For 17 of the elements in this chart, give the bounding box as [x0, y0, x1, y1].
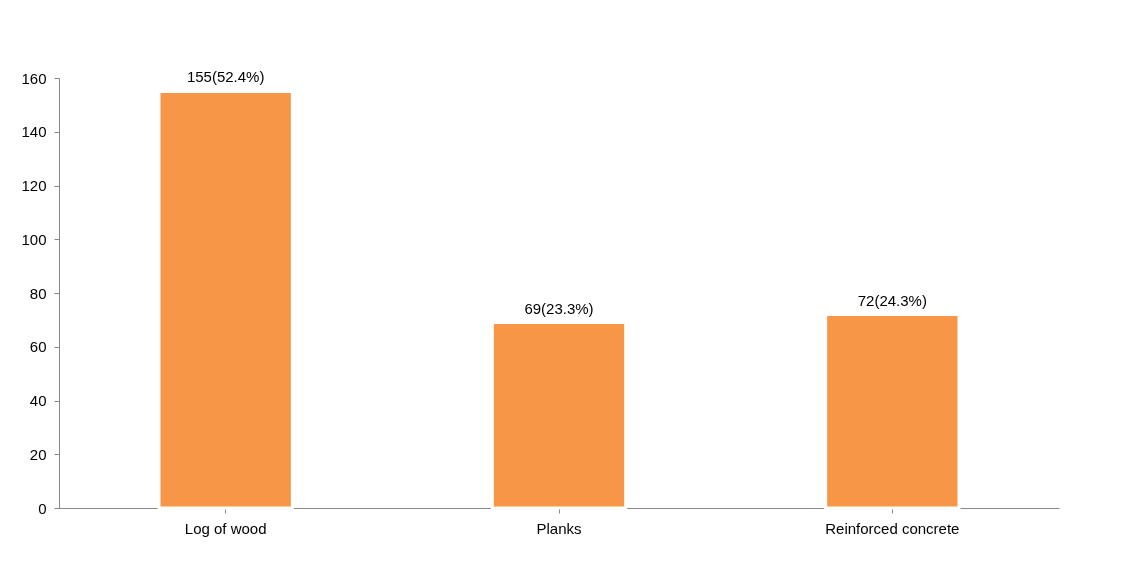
bar	[824, 313, 961, 510]
x-tick-label: Planks	[536, 519, 582, 537]
y-tick-label: 120	[21, 177, 47, 194]
y-tick-label: 60	[29, 338, 47, 356]
y-tick-label: 0	[38, 499, 47, 517]
y-tick-label: 80	[29, 284, 47, 302]
data-label: 72(24.3%)	[857, 291, 927, 309]
x-tick-label: Reinforced concrete	[825, 519, 960, 537]
data-label: 69(23.3%)	[524, 299, 594, 317]
data-label: 155(52.4%)	[186, 68, 265, 86]
x-tick-label: Log of wood	[184, 519, 267, 537]
y-tick-label: 160	[21, 69, 47, 87]
y-tick-label: 100	[21, 230, 47, 248]
bar	[490, 321, 628, 510]
y-tick-label: 40	[29, 392, 47, 409]
y-tick-label: 140	[21, 123, 47, 141]
y-tick-label: 20	[29, 445, 47, 463]
